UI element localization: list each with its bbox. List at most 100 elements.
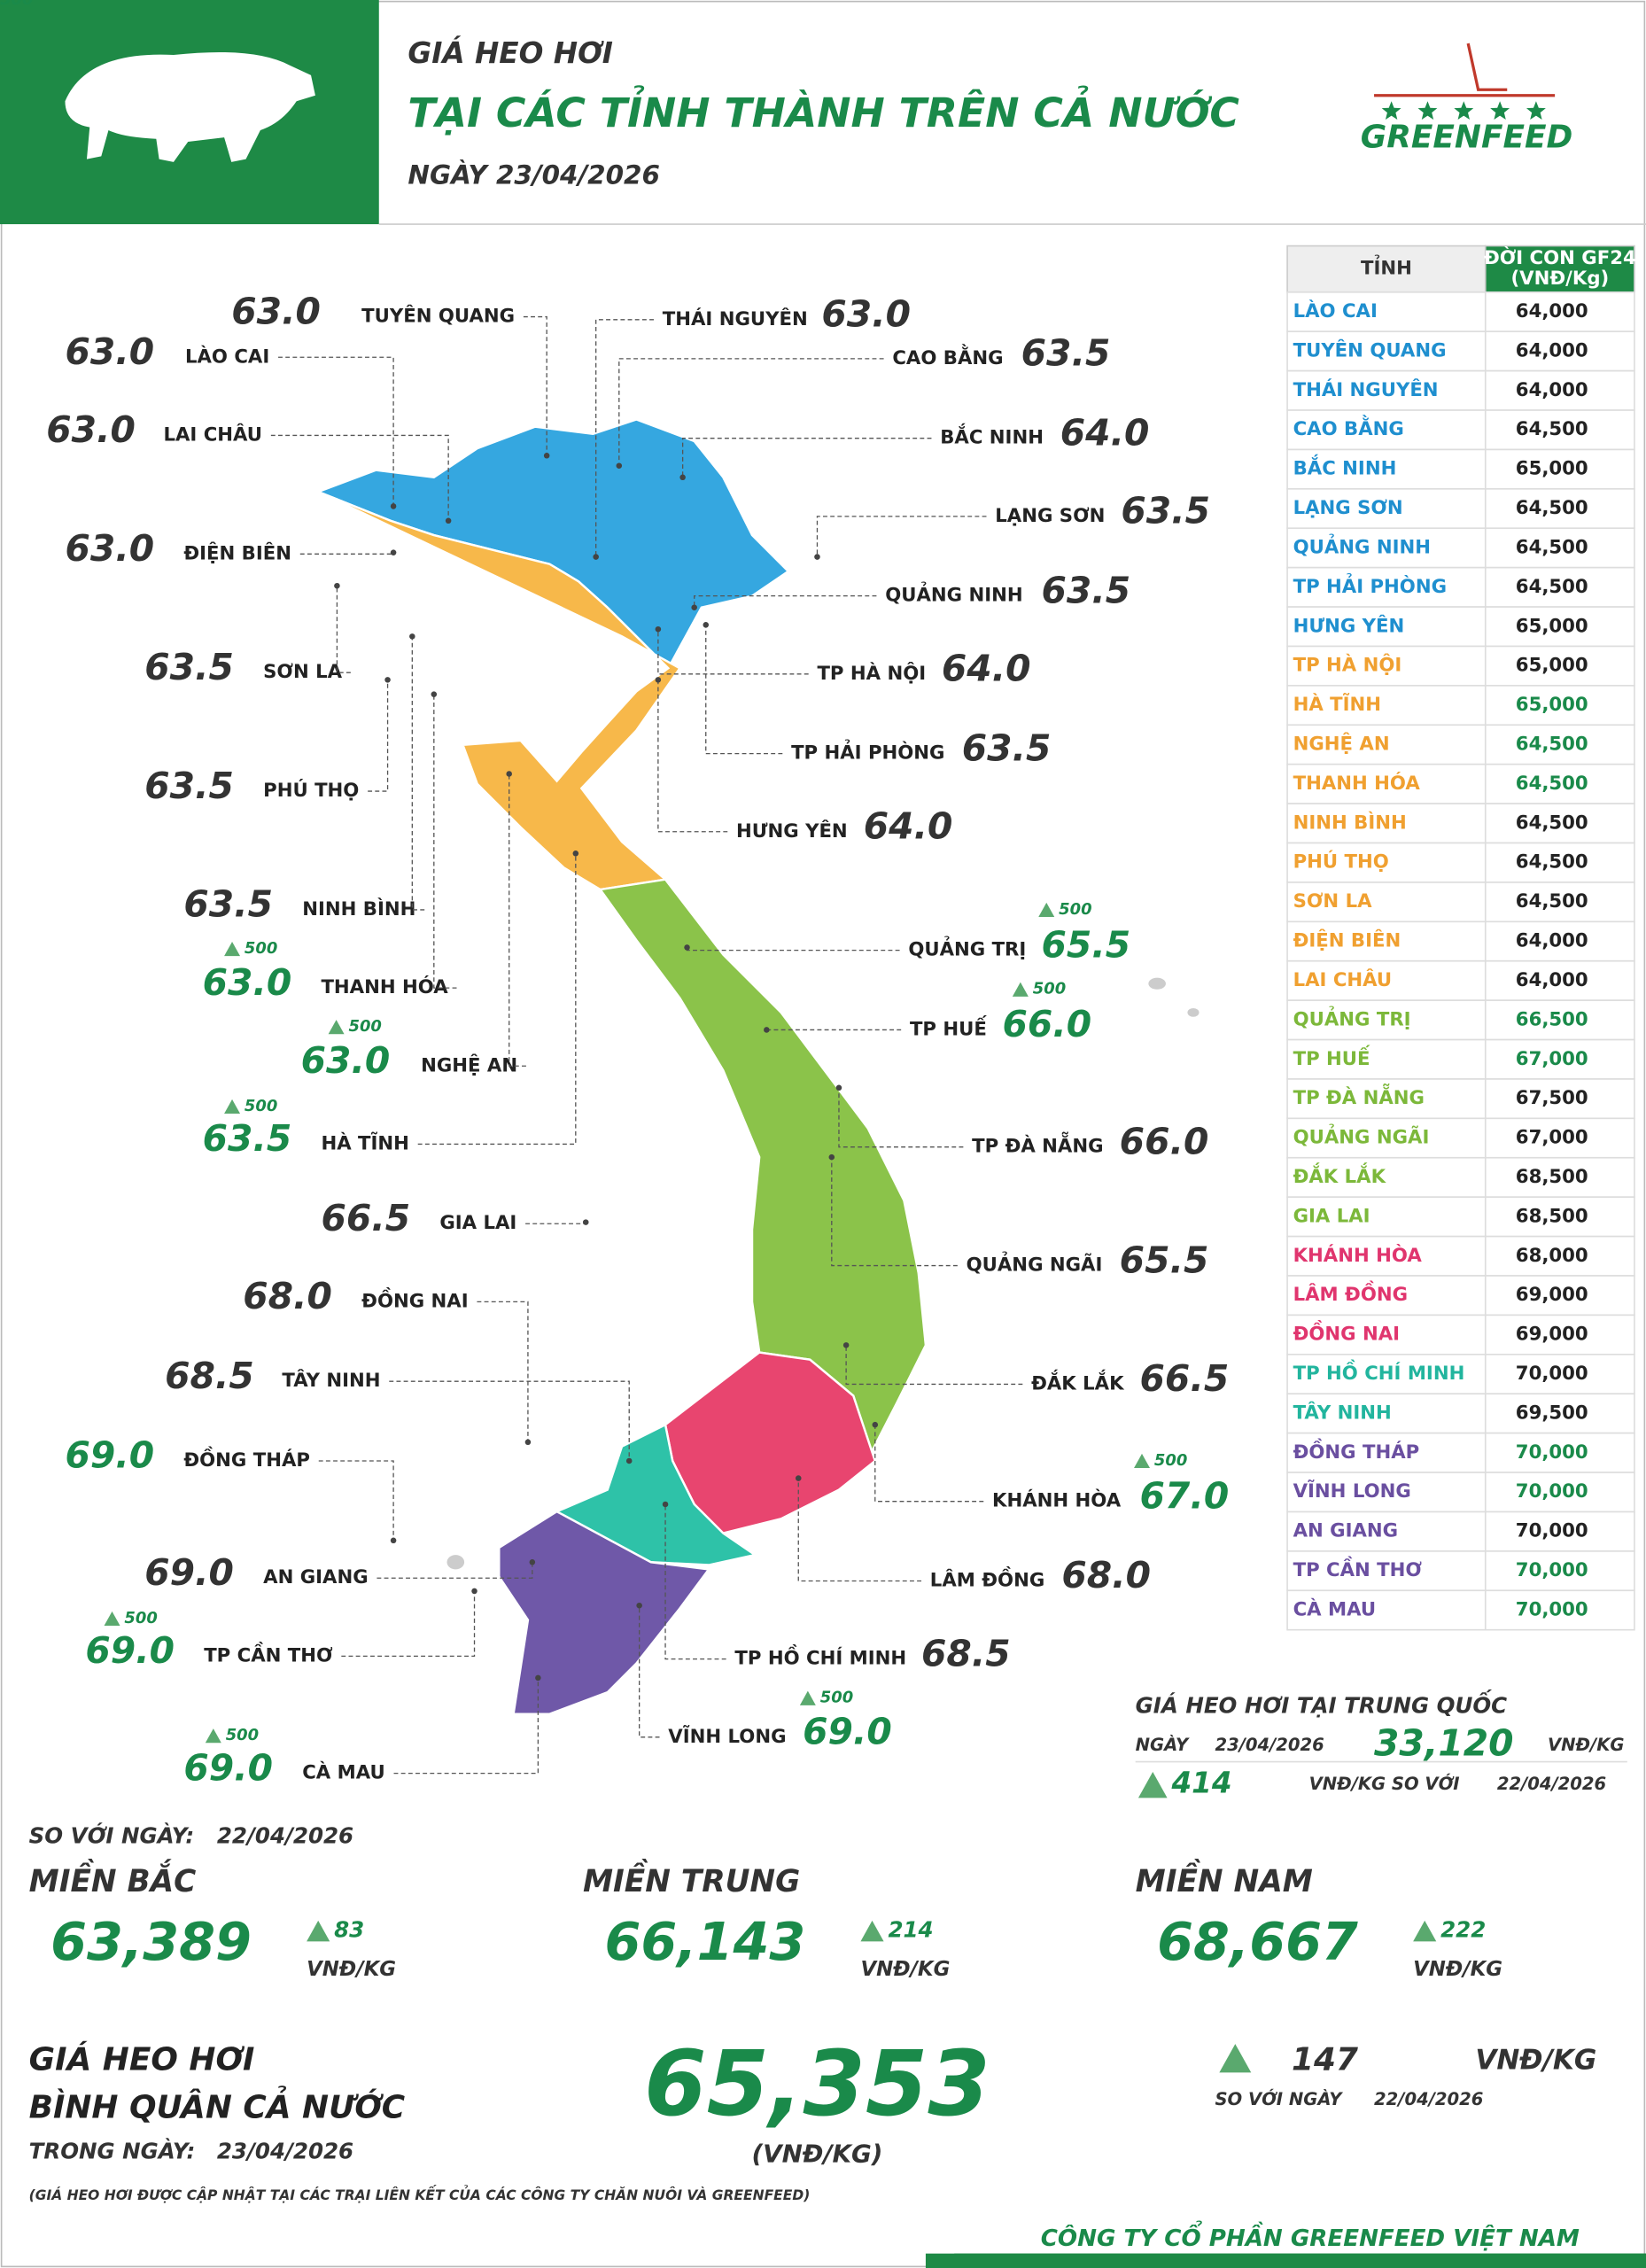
map-province: TP HẢI PHÒNG [791, 740, 944, 765]
map-change: 500 [1059, 900, 1091, 919]
table-province: LẠNG SƠN [1293, 497, 1403, 519]
map-change: 500 [0, 0, 33, 9]
up-triangle [799, 1690, 816, 1705]
leader-dot [842, 1342, 850, 1348]
up-triangle [205, 1728, 221, 1744]
up-triangle [860, 1920, 884, 1942]
map-province: LẠNG SƠN [995, 505, 1105, 527]
table-province: QUẢNG TRỊ [1293, 1006, 1411, 1030]
leader-dot [655, 625, 662, 633]
table-cell [1286, 1117, 1487, 1159]
map-value: 68.0 [1061, 1554, 1151, 1596]
table-price: 69,500 [1516, 1402, 1588, 1424]
map-province: NINH BÌNH [302, 897, 415, 920]
map-value: 64.0 [864, 805, 953, 848]
map-value: 66.0 [1120, 1120, 1209, 1162]
table-cell [1286, 527, 1487, 569]
table-cell [1286, 959, 1487, 1001]
table-cell [1286, 1196, 1487, 1238]
leader-dot [390, 503, 397, 509]
up-triangle [224, 1099, 241, 1115]
table-price: 68,500 [1516, 1205, 1588, 1227]
map-value: 65.5 [1042, 923, 1131, 966]
footnote: (GIÁ HEO HƠI ĐƯỢC CẬP NHẬT TẠI CÁC TRẠI … [29, 2185, 811, 2203]
map-change: 500 [348, 1017, 381, 1036]
island [1148, 977, 1166, 990]
table-price: 67,000 [1516, 1048, 1588, 1070]
leader-line [377, 1562, 533, 1579]
map-province: TP CẦN THƠ [204, 1641, 333, 1666]
region-name: MIỀN NAM [1136, 1860, 1313, 1899]
leader-dot [655, 677, 662, 683]
map-value: 68.5 [921, 1632, 1011, 1674]
map-value: 68.0 [243, 1275, 332, 1317]
table-cell [1484, 842, 1635, 883]
map-value: 63.0 [65, 330, 154, 373]
table-cell [1286, 685, 1487, 726]
table-province: TP HUẾ [1293, 1045, 1370, 1070]
national-unit: (VNĐ/KG) [751, 2140, 882, 2169]
header-kicker: GIÁ HEO HƠI [408, 36, 613, 70]
table-province: ĐỒNG THÁP [1293, 1438, 1420, 1464]
header-date: NGÀY 23/04/2026 [408, 159, 660, 190]
leader-line [433, 694, 457, 989]
national-title: GIÁ HEO HƠI [29, 2041, 255, 2078]
leader-line [417, 853, 577, 1146]
table-price: 70,000 [1516, 1520, 1588, 1542]
leader-dot [543, 453, 550, 459]
table-price: 68,000 [1516, 1245, 1588, 1267]
table-cell [1484, 763, 1635, 804]
table-cell [1484, 606, 1635, 648]
table-cell [1286, 1078, 1487, 1120]
region-unit: VNĐ/KG [1413, 1958, 1502, 1981]
region-north-central [317, 490, 682, 891]
map-province: LAI CHÂU [163, 423, 262, 446]
region-price: 68,667 [1157, 1911, 1358, 1972]
logo-star [1526, 101, 1546, 120]
table-cell [1484, 1589, 1635, 1631]
leader-line [389, 1380, 630, 1461]
logo-text: GREENFEED [1361, 120, 1573, 156]
leader-dot [524, 1439, 532, 1446]
china-change: 414 [1170, 1767, 1231, 1800]
map-value: 68.5 [165, 1355, 254, 1397]
leader-dot [684, 944, 690, 951]
table-cell [1484, 1550, 1635, 1592]
map-change: 500 [1033, 980, 1066, 998]
price-table: TỈNH ĐỜI CON GF24(VNĐ/Kg) LÀO CAI 64,000 TUY… [1286, 245, 1636, 1631]
table-header: TỈNH [1361, 255, 1412, 280]
map-province: TP HÀ NỘI [817, 661, 926, 685]
up-triangle [1219, 2044, 1252, 2073]
table-province: TP CẦN THƠ [1293, 1556, 1423, 1581]
regions-compare-label: SO VỚI NGÀY: [29, 1821, 195, 1848]
island [1187, 1007, 1200, 1017]
leader-line [657, 680, 728, 833]
table-province: QUẢNG NINH [1293, 533, 1431, 558]
national-change: 147 [1292, 2042, 1358, 2078]
table-cell [1286, 409, 1487, 451]
leader-dot [334, 582, 340, 589]
up-triangle [1134, 1453, 1150, 1469]
table-province: AN GIANG [1293, 1520, 1398, 1542]
table-province: TP HÀ NỘI [1293, 653, 1402, 677]
map [314, 418, 1200, 1715]
table-price: 64,000 [1516, 969, 1588, 991]
national-compare-label: SO VỚI NGÀY [1215, 2088, 1343, 2109]
table-cell [1484, 369, 1635, 411]
map-province: CÀ MAU [302, 1761, 385, 1784]
table-cell [1484, 488, 1635, 530]
leader-line [831, 1157, 958, 1267]
region-change: 222 [1440, 1917, 1486, 1943]
map-value: 63.0 [46, 408, 136, 451]
table-province: KHÁNH HÒA [1293, 1244, 1423, 1267]
table-province: THÁI NGUYÊN [1293, 378, 1439, 401]
map-value: 63.0 [65, 527, 154, 570]
up-triangle [104, 1611, 120, 1627]
map-value: 66.0 [1002, 1003, 1091, 1045]
table-cell [1286, 1038, 1487, 1080]
table-cell [1484, 882, 1635, 923]
table-cell [1484, 1038, 1635, 1080]
leader-dot [506, 771, 512, 777]
table-price: 67,500 [1516, 1087, 1588, 1109]
leader-dot [384, 677, 391, 683]
